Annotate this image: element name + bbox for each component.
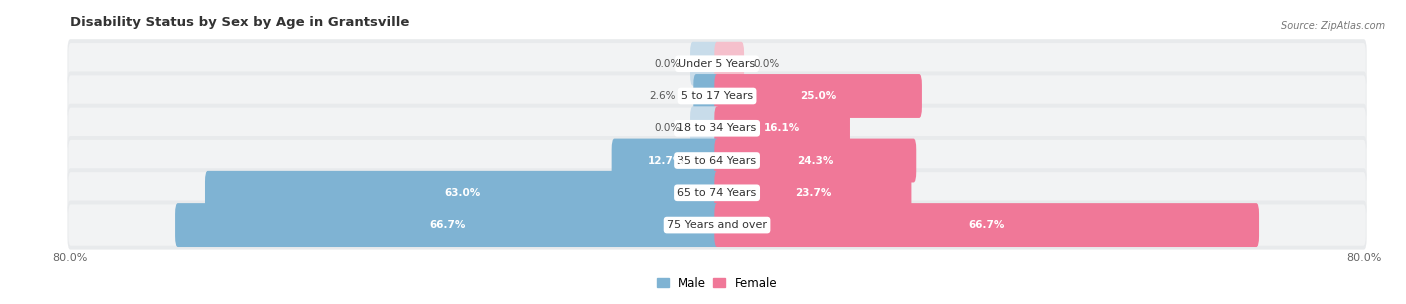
Text: Source: ZipAtlas.com: Source: ZipAtlas.com (1281, 21, 1385, 31)
FancyBboxPatch shape (714, 42, 744, 86)
FancyBboxPatch shape (67, 104, 1367, 153)
FancyBboxPatch shape (693, 74, 720, 118)
FancyBboxPatch shape (69, 108, 1365, 149)
Text: 25.0%: 25.0% (800, 91, 837, 101)
Text: 63.0%: 63.0% (444, 188, 481, 198)
FancyBboxPatch shape (69, 75, 1365, 117)
Text: 12.7%: 12.7% (648, 156, 683, 166)
FancyBboxPatch shape (69, 43, 1365, 85)
FancyBboxPatch shape (714, 203, 1258, 247)
FancyBboxPatch shape (176, 203, 720, 247)
Text: 5 to 17 Years: 5 to 17 Years (681, 91, 754, 101)
FancyBboxPatch shape (612, 139, 720, 182)
Text: 18 to 34 Years: 18 to 34 Years (678, 123, 756, 133)
Text: 65 to 74 Years: 65 to 74 Years (678, 188, 756, 198)
FancyBboxPatch shape (690, 42, 720, 86)
FancyBboxPatch shape (714, 139, 917, 182)
FancyBboxPatch shape (714, 74, 922, 118)
FancyBboxPatch shape (714, 171, 911, 215)
Text: 75 Years and over: 75 Years and over (666, 220, 768, 230)
FancyBboxPatch shape (67, 71, 1367, 120)
FancyBboxPatch shape (69, 204, 1365, 246)
Text: 23.7%: 23.7% (794, 188, 831, 198)
Text: 66.7%: 66.7% (969, 220, 1005, 230)
FancyBboxPatch shape (690, 106, 720, 150)
Text: 16.1%: 16.1% (763, 123, 800, 133)
Text: 35 to 64 Years: 35 to 64 Years (678, 156, 756, 166)
FancyBboxPatch shape (69, 172, 1365, 213)
FancyBboxPatch shape (67, 39, 1367, 88)
Legend: Male, Female: Male, Female (657, 277, 778, 289)
Text: 0.0%: 0.0% (654, 123, 681, 133)
FancyBboxPatch shape (714, 106, 851, 150)
Text: 2.6%: 2.6% (650, 91, 676, 101)
FancyBboxPatch shape (69, 140, 1365, 181)
FancyBboxPatch shape (67, 136, 1367, 185)
FancyBboxPatch shape (205, 171, 720, 215)
Text: Disability Status by Sex by Age in Grantsville: Disability Status by Sex by Age in Grant… (70, 16, 409, 29)
FancyBboxPatch shape (67, 168, 1367, 217)
Text: Under 5 Years: Under 5 Years (679, 59, 755, 69)
Text: 24.3%: 24.3% (797, 156, 834, 166)
Text: 0.0%: 0.0% (754, 59, 780, 69)
Text: 0.0%: 0.0% (654, 59, 681, 69)
FancyBboxPatch shape (67, 201, 1367, 250)
Text: 66.7%: 66.7% (429, 220, 465, 230)
